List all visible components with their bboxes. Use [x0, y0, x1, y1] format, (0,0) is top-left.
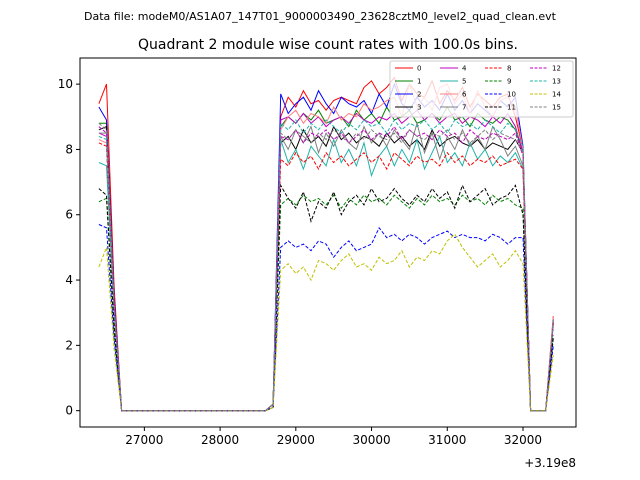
series-line-15	[98, 122, 554, 412]
y-tick-label: 6	[65, 208, 73, 222]
series-line-13	[98, 119, 554, 412]
x-tick-label: 28000	[201, 433, 239, 447]
legend-label-13: 13	[552, 78, 561, 86]
y-tick-label: 2	[65, 338, 73, 352]
y-tick-label: 10	[58, 77, 73, 91]
x-tick-label: 30000	[352, 433, 390, 447]
series-line-5	[98, 134, 554, 412]
x-tick-label: 27000	[125, 433, 163, 447]
legend-label-14: 14	[552, 91, 561, 99]
legend-frame	[389, 60, 574, 118]
x-offset-label: +3.19e8	[524, 456, 576, 470]
series-line-14	[98, 233, 554, 412]
x-tick-label: 31000	[428, 433, 466, 447]
y-tick-label: 8	[65, 142, 73, 156]
y-tick-label: 0	[65, 404, 73, 418]
legend-label-5: 5	[462, 78, 466, 86]
series-line-3	[98, 125, 554, 412]
legend-label-12: 12	[552, 65, 561, 73]
legend-label-6: 6	[462, 91, 467, 99]
series-line-11	[98, 183, 554, 412]
series-line-9	[98, 194, 554, 412]
series-line-12	[98, 125, 554, 412]
x-tick-label: 32000	[504, 433, 542, 447]
series-line-10	[98, 224, 554, 412]
legend-label-7: 7	[462, 104, 466, 112]
legend-label-8: 8	[507, 65, 511, 73]
legend-label-9: 9	[507, 78, 511, 86]
figure-suptitle: Data file: modeM0/AS1A07_147T01_90000034…	[84, 10, 557, 23]
legend-label-3: 3	[417, 104, 421, 112]
legend-label-15: 15	[552, 104, 561, 112]
legend-label-11: 11	[507, 104, 516, 112]
legend-label-0: 0	[417, 65, 421, 73]
axes-frame	[79, 57, 577, 428]
series-line-8	[98, 142, 554, 412]
legend-label-1: 1	[417, 78, 421, 86]
legend-label-4: 4	[462, 65, 467, 73]
legend-label-10: 10	[507, 91, 516, 99]
chart-title: Quadrant 2 module wise count rates with …	[138, 37, 518, 53]
series-group	[98, 76, 554, 412]
legend-label-2: 2	[417, 91, 421, 99]
y-tick-label: 4	[65, 273, 73, 287]
x-tick-label: 29000	[277, 433, 315, 447]
